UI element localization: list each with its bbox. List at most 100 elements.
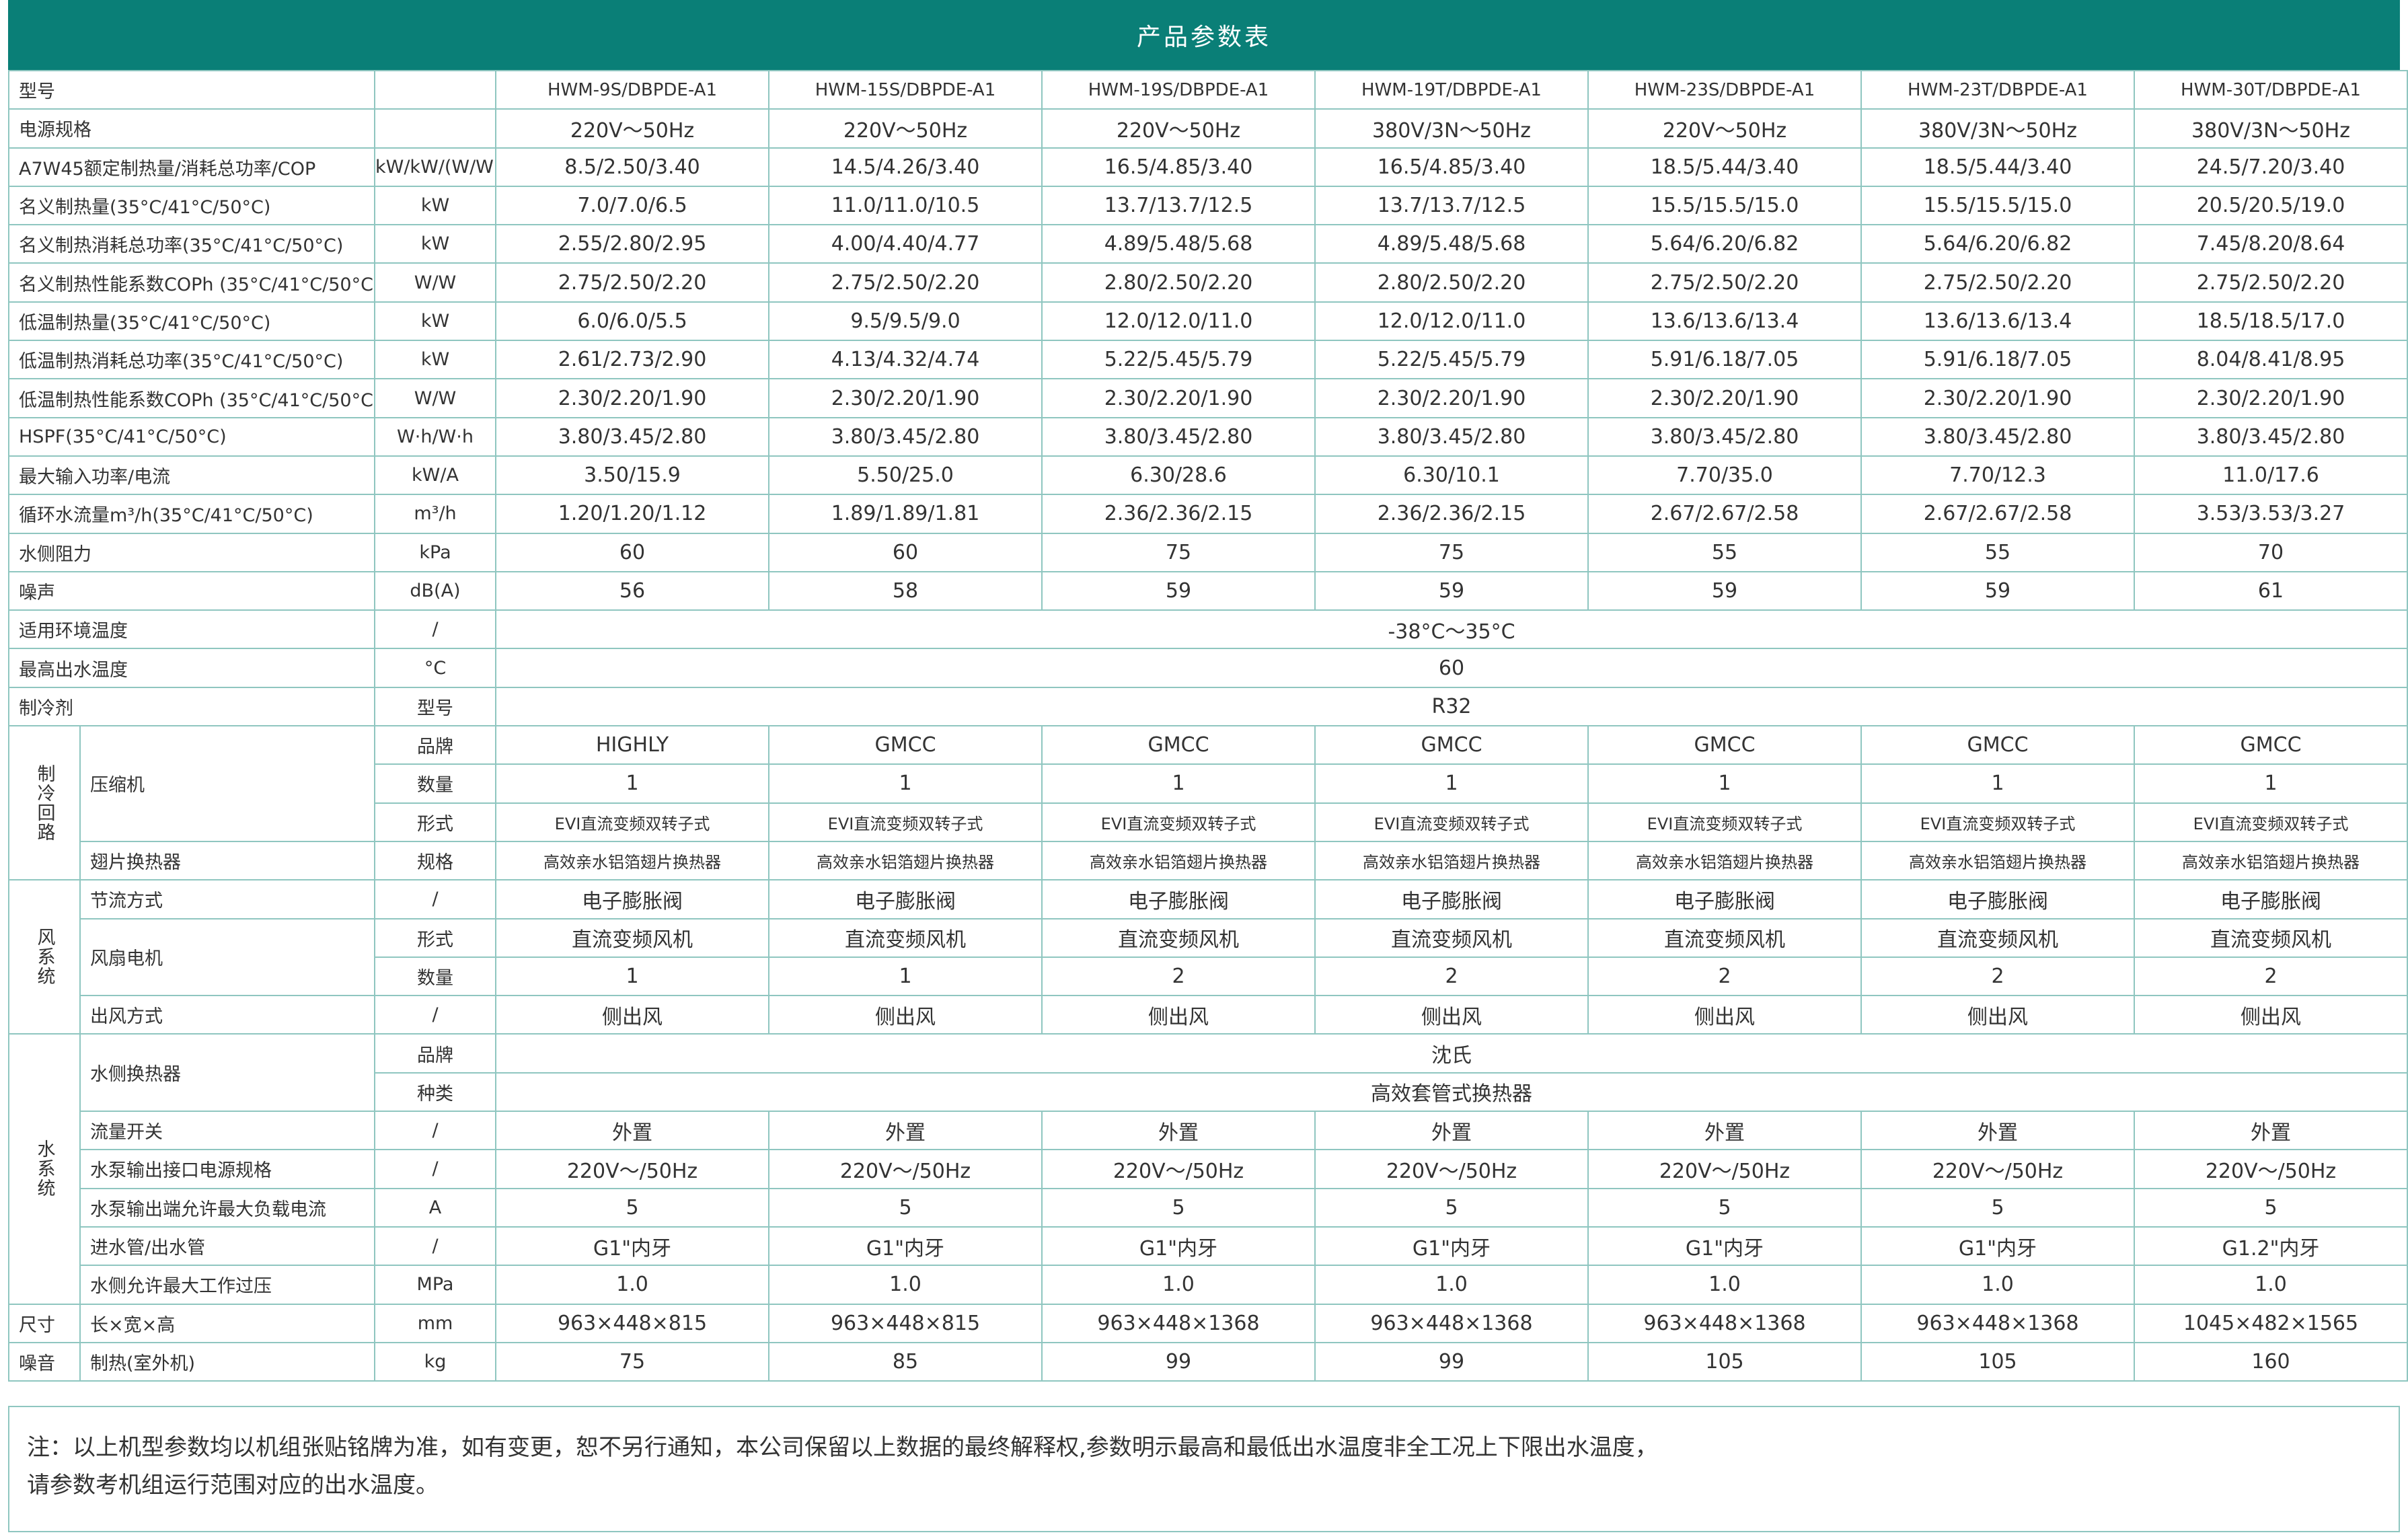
- value-cell: 7.0/7.0/6.5: [495, 185, 769, 226]
- value-cell: 1: [1587, 763, 1862, 804]
- spec-row-flow: 循环水流量m³/h(35°C/41°C/50°C) m³/h 1.20/1.20/1…: [8, 494, 2408, 534]
- value-cell: 5.64/6.20/6.82: [1860, 224, 2135, 264]
- value-cell: 2: [1587, 956, 1862, 997]
- spec-row-compressor-qty: 数量 1 1 1 1 1 1 1: [9, 763, 2408, 804]
- row-label: 水侧允许最大工作过压: [79, 1265, 375, 1305]
- value-cell: 5: [495, 1187, 769, 1228]
- spec-row-refrigerant: 制冷剂 型号 R32: [8, 686, 2408, 727]
- value-cell: 高效亲水铝箔翅片换热器: [768, 840, 1043, 881]
- value-cell: 2.36/2.36/2.15: [1041, 494, 1316, 534]
- value-cell: EVI直流变频双转子式: [2134, 802, 2408, 842]
- value-cell: 5: [768, 1187, 1043, 1228]
- value-cell: 1: [768, 956, 1043, 997]
- value-cell: 1045×482×1565: [2134, 1303, 2408, 1343]
- value-cell: 外置: [1587, 1111, 1862, 1151]
- value-cell: 99: [1041, 1341, 1316, 1382]
- value-cell: 2.36/2.36/2.15: [1314, 494, 1589, 534]
- value-cell: 外置: [495, 1111, 769, 1151]
- value-cell: 高效亲水铝箔翅片换热器: [1041, 840, 1316, 881]
- row-label: 最高出水温度: [8, 648, 375, 688]
- value-cell: 1.0: [495, 1265, 769, 1305]
- row-unit: /: [374, 609, 496, 650]
- value-cell: 2.80/2.50/2.20: [1314, 262, 1589, 303]
- value-cell: 5.22/5.45/5.79: [1041, 340, 1316, 380]
- spec-row-low_power: 低温制热消耗总功率(35°C/41°C/50°C) kW 2.61/2.73/2.9…: [8, 340, 2408, 380]
- spec-row-pump_current: 水泵输出端允许最大负载电流 A 5 5 5 5 5 5 5: [9, 1187, 2408, 1228]
- value-cell: 75: [1314, 532, 1589, 572]
- value-cell: 5: [1860, 1187, 2135, 1228]
- value-cell: 12.0/12.0/11.0: [1041, 301, 1316, 342]
- value-cell: 75: [1041, 532, 1316, 572]
- value-cell: 2: [1860, 956, 2135, 997]
- value-cell: 3.80/3.45/2.80: [1860, 416, 2135, 457]
- row-label: 名义制热消耗总功率(35°C/41°C/50°C): [8, 224, 375, 264]
- group-label: 制冷回路: [8, 725, 81, 881]
- row-unit: /: [374, 879, 496, 919]
- row-unit: 数量: [374, 956, 496, 997]
- value-cell: 60: [495, 532, 769, 572]
- value-cell: 220V～50Hz: [768, 108, 1043, 149]
- row-unit: [374, 108, 496, 149]
- value-cell: 1: [495, 956, 769, 997]
- value-cell: 外置: [1041, 1111, 1316, 1151]
- row-label: 翅片换热器: [79, 840, 375, 881]
- group-label: 水系统: [8, 1033, 81, 1305]
- value-cell: 电子膨胀阀: [1314, 879, 1589, 919]
- row-label: 型号: [8, 69, 375, 110]
- row-unit: [374, 69, 496, 110]
- row-unit: dB(A): [374, 570, 496, 611]
- value-cell: 59: [1860, 570, 2135, 611]
- value-cell: 高效亲水铝箔翅片换热器: [1314, 840, 1589, 881]
- row-unit: 种类: [374, 1072, 496, 1113]
- value-cell: EVI直流变频双转子式: [768, 802, 1043, 842]
- value-cell: 高效亲水铝箔翅片换热器: [1860, 840, 2135, 881]
- merged-value: -38°C～35°C: [495, 609, 2408, 650]
- value-cell: 2.80/2.50/2.20: [1041, 262, 1316, 303]
- value-cell: 85: [768, 1341, 1043, 1382]
- value-cell: G1.2"内牙: [2134, 1226, 2408, 1267]
- spec-row-outlet: 出风方式 / 侧出风 侧出风 侧出风 侧出风 侧出风 侧出风 侧出风: [9, 995, 2408, 1035]
- value-cell: 直流变频风机: [495, 917, 769, 958]
- value-cell: 3.80/3.45/2.80: [1041, 416, 1316, 457]
- value-cell: 外置: [2134, 1111, 2408, 1151]
- value-cell: 18.5/5.44/3.40: [1860, 147, 2135, 187]
- group-label: 风系统: [8, 879, 81, 1035]
- row-unit: A: [374, 1187, 496, 1228]
- value-cell: 2.30/2.20/1.90: [495, 378, 769, 418]
- value-cell: 220V～/50Hz: [1041, 1149, 1316, 1189]
- row-label: 名义制热量(35°C/41°C/50°C): [8, 185, 375, 226]
- table-title: 产品参数表: [8, 0, 2400, 70]
- spec-row-fan-qty: 数量 1 1 2 2 2 2 2: [9, 956, 2408, 997]
- value-cell: 70: [2134, 532, 2408, 572]
- row-unit: 形式: [374, 802, 496, 842]
- value-cell: 4.13/4.32/4.74: [768, 340, 1043, 380]
- param-sheet: 产品参数表 型号 HWM-9S/DBPDE-A1 HWM-15S/DBPDE-A1 H…: [8, 0, 2408, 1539]
- model-name: HWM-23T/DBPDE-A1: [1860, 69, 2135, 110]
- value-cell: 直流变频风机: [1587, 917, 1862, 958]
- row-unit: mm: [374, 1303, 496, 1343]
- value-cell: 1.89/1.89/1.81: [768, 494, 1043, 534]
- value-cell: 2: [1314, 956, 1589, 997]
- spec-table: 型号 HWM-9S/DBPDE-A1 HWM-15S/DBPDE-A1 HWM-19S…: [8, 69, 2408, 1382]
- value-cell: 963×448×1368: [1587, 1303, 1862, 1343]
- value-cell: 380V/3N～50Hz: [1860, 108, 2135, 149]
- value-cell: 5.50/25.0: [768, 455, 1043, 496]
- value-cell: 2.30/2.20/1.90: [2134, 378, 2408, 418]
- row-unit: W/W: [374, 262, 496, 303]
- row-label: 适用环境温度: [8, 609, 375, 650]
- spec-row-max_press: 水侧允许最大工作过压 MPa 1.0 1.0 1.0 1.0 1.0 1.0 1.0: [9, 1265, 2408, 1305]
- value-cell: 直流变频风机: [1860, 917, 2135, 958]
- row-unit: W/W: [374, 378, 496, 418]
- value-cell: 1.0: [1860, 1265, 2135, 1305]
- spec-row-noise: 噪声 dB(A) 56 58 59 59 59 59 61: [8, 570, 2408, 611]
- value-cell: 2.75/2.50/2.20: [495, 262, 769, 303]
- spec-row-max_out: 最高出水温度 °C 60: [8, 648, 2408, 688]
- row-label: HSPF(35°C/41°C/50°C): [8, 416, 375, 457]
- row-label: 水泵输出接口电源规格: [79, 1149, 375, 1189]
- value-cell: 2: [1041, 956, 1316, 997]
- footnote-line-2: 请参数考机组运行范围对应的出水温度。: [27, 1472, 439, 1499]
- value-cell: 6.30/10.1: [1314, 455, 1589, 496]
- row-unit: MPa: [374, 1265, 496, 1305]
- row-label: 噪声: [8, 570, 375, 611]
- value-cell: 220V～/50Hz: [768, 1149, 1043, 1189]
